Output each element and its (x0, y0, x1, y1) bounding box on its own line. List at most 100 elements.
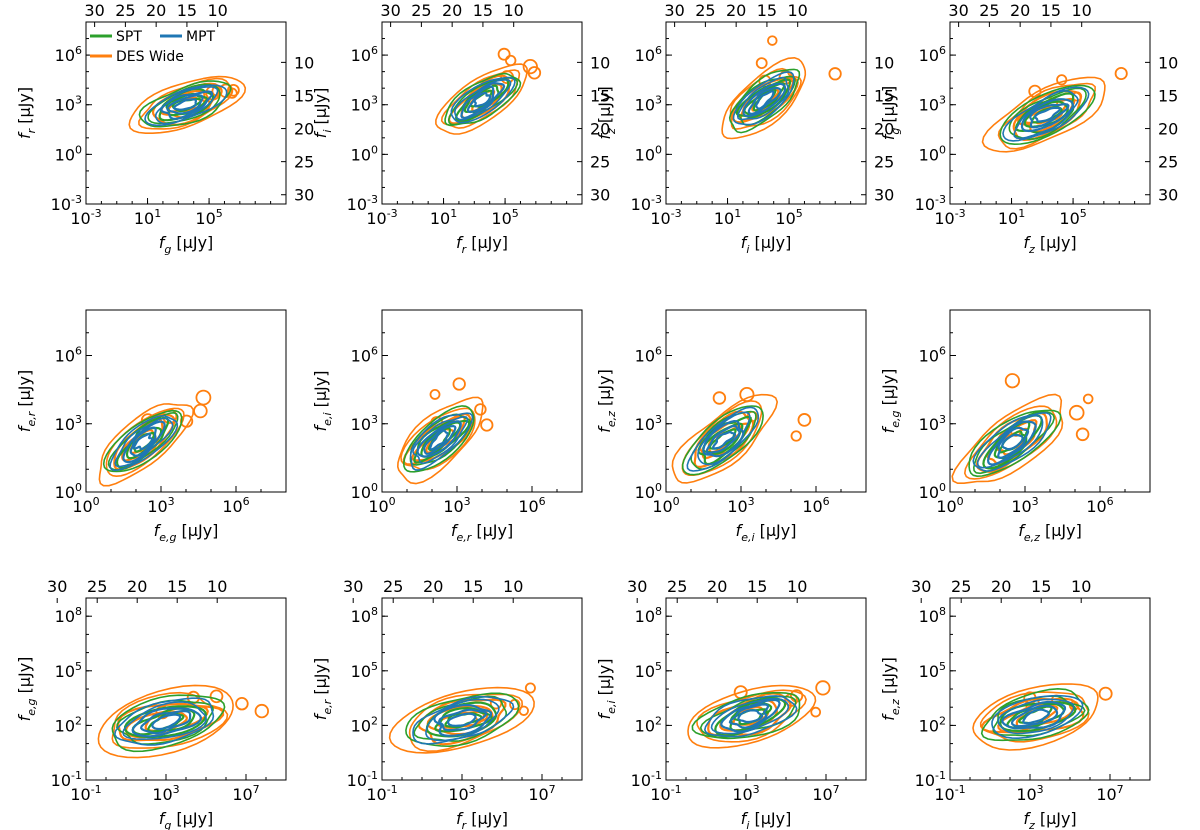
y-tick-label: 10-1​ (631, 769, 662, 790)
contour-des-wide (111, 691, 229, 749)
x-tick-label: 106​ (518, 495, 545, 516)
x-tick-label: 103​ (1011, 495, 1038, 516)
contour-mpt (1001, 700, 1067, 730)
right-mag-tick-label: 20 (590, 120, 610, 139)
contour-spt (728, 68, 801, 134)
contour-des-wide-island (1068, 404, 1085, 421)
y-tick-label: 106​ (351, 345, 378, 366)
panel-2: 10-3​ 101​ 105​ 10-3​ 100​ 103​ 106​ 30 25 20 15 10… (311, 1, 610, 256)
x-tick-label: 107​ (1096, 783, 1123, 804)
contour-mpt (433, 703, 493, 737)
contour-des-wide-island (755, 57, 768, 69)
contour-des-wide (98, 403, 194, 487)
y-axis-label: fg [μJy] (879, 86, 902, 141)
panel-12: 10-1​ 103​ 107​ 10-1​ 102​ 105​ 108​ 30 25 20 15 10… (879, 577, 1151, 830)
panel-10: 10-1​ 103​ 107​ 10-1​ 102​ 105​ 108​ 30 25 20 15 10… (311, 577, 583, 830)
contour-des-wide-island (227, 83, 240, 97)
top-mag-tick-label: 25 (951, 577, 971, 596)
contour-mpt (466, 85, 495, 114)
y-tick-label: 100​ (635, 481, 662, 502)
y-tick-label: 105​ (55, 660, 82, 681)
right-mag-tick-label: 25 (1158, 153, 1178, 172)
contour-des-wide-island (1098, 686, 1113, 701)
contour-des-wide-island (524, 682, 536, 694)
x-tick-label: 10-1​ (934, 783, 965, 804)
contour-group (397, 377, 494, 485)
contour-mpt (737, 709, 764, 724)
contour-mpt (755, 90, 775, 110)
contour-mpt (122, 420, 166, 464)
y-tick-label: 108​ (55, 605, 82, 626)
x-axis-label: fz [μJy] (1023, 809, 1076, 830)
legend-label: SPT (116, 29, 142, 45)
panel-9: 10-1​ 103​ 107​ 10-1​ 102​ 105​ 108​ 30 25 20 15 10… (15, 577, 287, 830)
top-mag-tick-label: 10 (1072, 1, 1092, 20)
contour-mpt (705, 424, 741, 454)
top-mag-tick-label: 20 (442, 1, 462, 20)
contour-des-wide-island (480, 418, 494, 432)
top-mag-tick-label: 20 (423, 577, 443, 596)
top-mag-tick-label: 15 (473, 1, 493, 20)
contour-des-wide (435, 63, 528, 135)
y-tick-label: 10-3​ (51, 193, 82, 214)
contour-mpt (409, 412, 474, 471)
x-tick-label: 103​ (727, 495, 754, 516)
y-axis-label: fe,i [μJy] (311, 371, 334, 432)
y-axis-label: fz [μJy] (595, 86, 618, 139)
y-tick-label: 108​ (351, 605, 378, 626)
contour-des-wide-island (235, 696, 249, 711)
x-tick-label: 10-3​ (650, 207, 681, 228)
contour-spt (147, 83, 221, 125)
right-mag-tick-label: 10 (874, 53, 894, 72)
x-tick-label: 10-1​ (366, 783, 397, 804)
x-axis-label: fr [μJy] (456, 233, 508, 256)
right-mag-tick-label: 30 (874, 186, 894, 205)
right-mag-tick-label: 10 (294, 53, 314, 72)
y-tick-label: 100​ (55, 481, 82, 502)
contour-des-wide-island (429, 388, 441, 400)
contour-group (98, 389, 212, 487)
contour-des-wide (105, 407, 185, 477)
contour-mpt (1010, 704, 1059, 728)
contour-group (981, 66, 1128, 153)
x-tick-label: 103​ (448, 783, 475, 804)
top-mag-tick-label: 10 (207, 577, 227, 596)
contour-mpt (991, 694, 1084, 739)
right-mag-tick-label: 15 (294, 86, 314, 105)
top-mag-tick-label: 20 (1010, 1, 1030, 20)
contour-mpt (972, 412, 1052, 472)
contour-mpt (131, 707, 202, 738)
x-tick-label: 103​ (732, 783, 759, 804)
contour-des-wide-island (739, 386, 755, 403)
contour-mpt (1022, 708, 1050, 725)
axes-frame (949, 21, 1151, 205)
contour-des-wide (97, 684, 234, 759)
y-tick-label: 10-1​ (915, 769, 946, 790)
right-mag-tick-label: 25 (874, 153, 894, 172)
top-mag-tick-label: 25 (115, 1, 135, 20)
right-mag-tick-label: 20 (294, 120, 314, 139)
panel-1: 10-3​ 101​ 105​ 10-3​ 100​ 103​ 106​ 30 25 20 15 10… (15, 1, 314, 256)
right-mag-tick-label: 20 (1158, 120, 1178, 139)
y-tick-label: 10-1​ (51, 769, 82, 790)
contour-mpt (1029, 103, 1070, 129)
x-axis-label: fe,g [μJy] (154, 521, 219, 544)
contour-spt (968, 409, 1062, 477)
contour-des-wide (964, 405, 1058, 480)
contour-spt (158, 87, 215, 122)
right-mag-tick-label: 20 (874, 120, 894, 139)
y-tick-label: 102​ (55, 714, 82, 735)
contour-mpt (425, 698, 500, 742)
contour-mpt (728, 703, 770, 729)
x-tick-label: 107​ (232, 783, 259, 804)
panel-8: 100​103​106​100​103​106​fe,z [μJy]fe,g [… (879, 309, 1151, 544)
contour-mpt (460, 82, 506, 120)
contour-mpt (114, 697, 215, 746)
top-mag-tick-label: 25 (87, 577, 107, 596)
contour-mpt (114, 417, 174, 468)
axes-frame (85, 21, 287, 205)
contour-des-wide-island (828, 67, 842, 81)
y-tick-label: 102​ (919, 714, 946, 735)
contour-des-wide-island (505, 54, 517, 67)
y-tick-label: 10-3​ (631, 193, 662, 214)
